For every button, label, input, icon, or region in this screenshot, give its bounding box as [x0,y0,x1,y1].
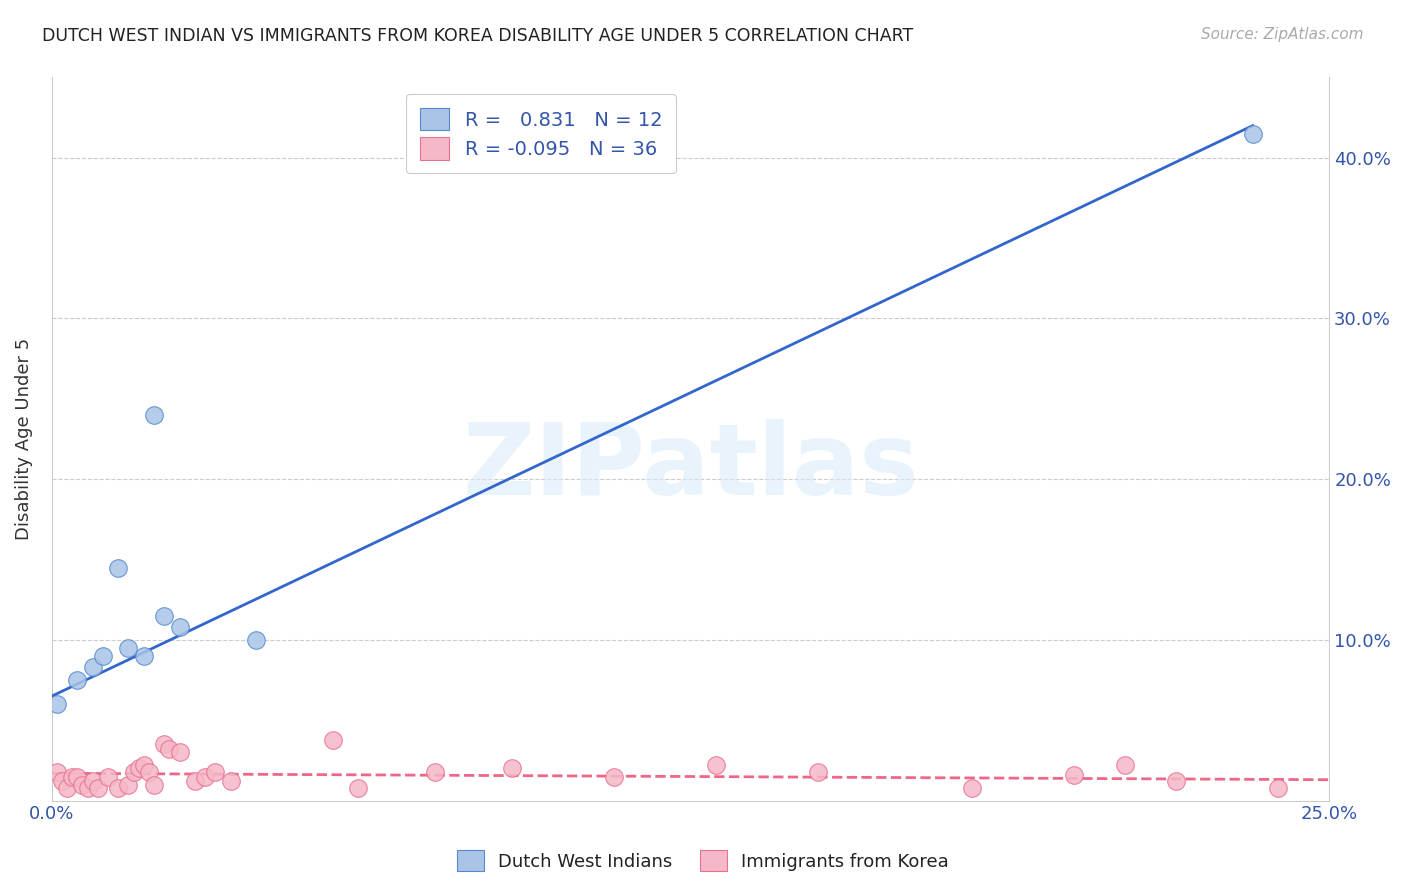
Point [132,648,155,663]
Point [56,780,79,795]
Point [501,762,523,776]
Point [66,673,89,687]
Point [45,764,67,779]
Point [87,780,110,795]
Point [45,697,67,711]
Point [807,764,830,779]
Point [91,648,114,663]
Point [219,774,242,789]
Text: ZIPatlas: ZIPatlas [463,419,920,516]
Point [66,770,89,784]
Point [138,764,160,779]
Point [169,746,191,760]
Point [169,620,191,634]
Point [1241,127,1264,141]
Point [60,770,83,784]
Point [157,742,180,756]
Point [82,774,104,789]
Text: DUTCH WEST INDIAN VS IMMIGRANTS FROM KOREA DISABILITY AGE UNDER 5 CORRELATION CH: DUTCH WEST INDIAN VS IMMIGRANTS FROM KOR… [42,27,914,45]
Point [194,770,217,784]
Y-axis label: Disability Age Under 5: Disability Age Under 5 [15,338,32,541]
Point [97,770,120,784]
Point [117,640,139,655]
Point [132,758,155,772]
Point [1114,758,1136,772]
Point [423,764,446,779]
Point [603,770,626,784]
Point [1164,774,1187,789]
Point [322,732,344,747]
Point [107,560,129,574]
Point [82,660,104,674]
Point [142,778,165,792]
Point [72,778,94,792]
Point [117,778,139,792]
Point [128,762,150,776]
Point [122,764,145,779]
Point [153,608,176,623]
Legend: R =   0.831   N = 12, R = -0.095   N = 36: R = 0.831 N = 12, R = -0.095 N = 36 [406,95,676,173]
Point [245,632,267,647]
Point [76,780,98,795]
Point [153,737,176,751]
Legend: Dutch West Indians, Immigrants from Korea: Dutch West Indians, Immigrants from Kore… [450,843,956,879]
Point [204,764,226,779]
Point [704,758,727,772]
Point [142,408,165,422]
Point [107,780,129,795]
Point [51,774,73,789]
Point [1267,780,1289,795]
Point [1063,768,1085,782]
Point [960,780,983,795]
Point [347,780,370,795]
Point [184,774,207,789]
Text: Source: ZipAtlas.com: Source: ZipAtlas.com [1201,27,1364,42]
